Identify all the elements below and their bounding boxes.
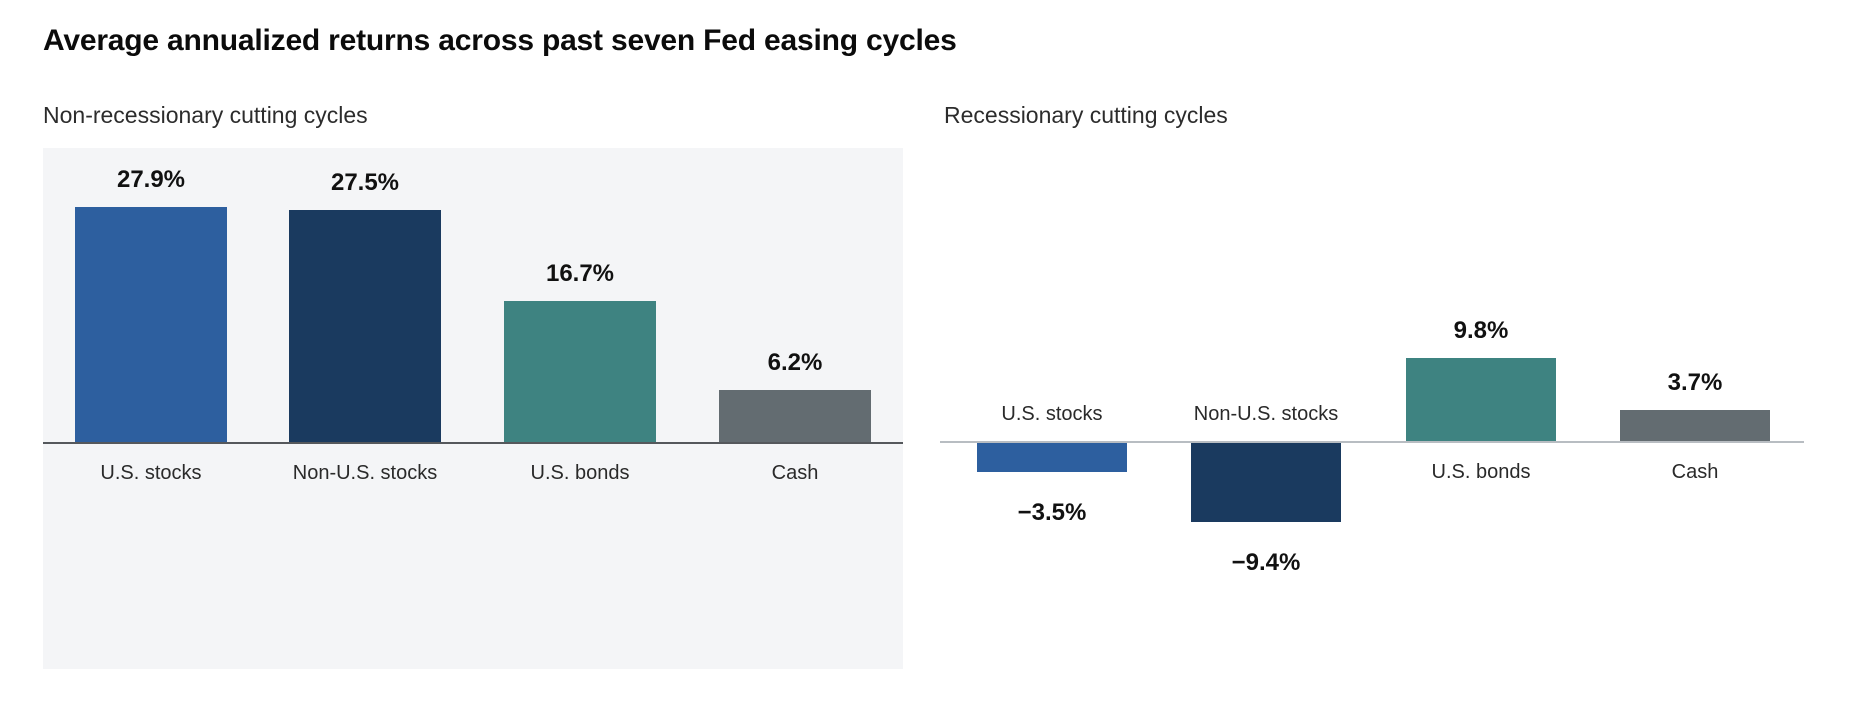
x-axis-line-recessionary xyxy=(940,441,1804,443)
value-label-cash: 3.7% xyxy=(1667,369,1723,396)
category-label-u-s-bonds: U.S. bonds xyxy=(1431,461,1531,483)
bar-cash xyxy=(719,390,871,442)
category-label-cash: Cash xyxy=(771,462,819,484)
category-label-non-u-s-stocks: Non-U.S. stocks xyxy=(292,462,438,484)
category-label-u-s-stocks: U.S. stocks xyxy=(1001,403,1103,425)
bar-u-s-stocks xyxy=(977,443,1127,472)
value-label-u-s-bonds: 16.7% xyxy=(545,260,615,287)
value-label-u-s-stocks: 27.9% xyxy=(116,166,186,193)
category-label-u-s-bonds: U.S. bonds xyxy=(530,462,630,484)
category-label-non-u-s-stocks: Non-U.S. stocks xyxy=(1193,403,1339,425)
value-label-u-s-bonds: 9.8% xyxy=(1453,317,1509,344)
bar-u-s-stocks xyxy=(75,207,227,442)
value-label-cash: 6.2% xyxy=(767,349,823,376)
bar-u-s-bonds xyxy=(1406,358,1556,441)
chart-subtitle-recessionary: Recessionary cutting cycles xyxy=(944,102,1228,128)
bar-u-s-bonds xyxy=(504,301,656,442)
value-label-u-s-stocks: −3.5% xyxy=(1017,499,1087,526)
value-label-non-u-s-stocks: 27.5% xyxy=(330,169,400,196)
bar-non-u-s-stocks xyxy=(1191,443,1341,522)
x-axis-line-non-recessionary xyxy=(43,442,903,444)
chart-subtitle-non-recessionary: Non-recessionary cutting cycles xyxy=(43,102,368,128)
category-label-cash: Cash xyxy=(1671,461,1719,483)
bar-non-u-s-stocks xyxy=(289,210,441,442)
page-title: Average annualized returns across past s… xyxy=(43,24,957,57)
value-label-non-u-s-stocks: −9.4% xyxy=(1231,549,1301,576)
bar-cash xyxy=(1620,410,1770,441)
category-label-u-s-stocks: U.S. stocks xyxy=(100,462,202,484)
